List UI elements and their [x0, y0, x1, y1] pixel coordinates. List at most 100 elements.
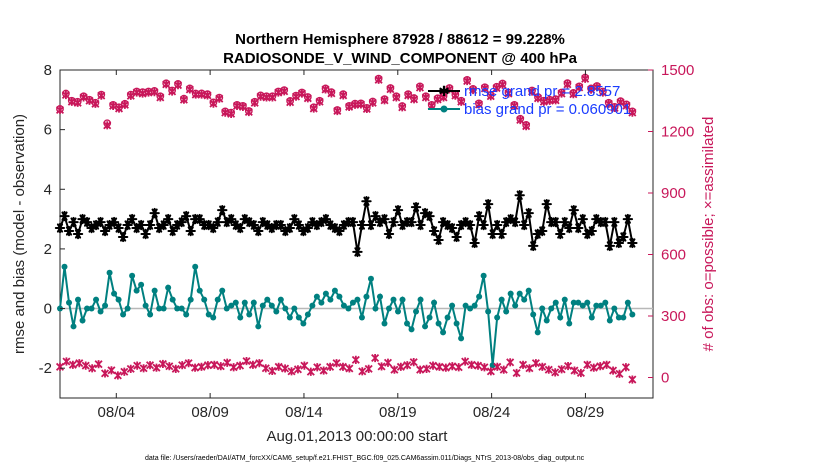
- obs count low-point: [428, 361, 438, 370]
- bias-point: [156, 305, 163, 312]
- obs count low-point: [152, 363, 161, 372]
- x-tick-label: 08/29: [567, 404, 605, 421]
- bias-point: [358, 314, 365, 321]
- obs assimilated-point: [486, 92, 495, 101]
- rmse-point: [99, 225, 111, 237]
- rmse-point: [194, 213, 205, 225]
- obs assimilated-point: [333, 106, 342, 116]
- bias-point: [597, 302, 604, 309]
- rmse-point: [618, 231, 629, 243]
- obs assimilated-point: [97, 91, 106, 100]
- obs assimilated-point: [79, 93, 88, 102]
- obs assimilated-point: [557, 89, 566, 98]
- bias-point: [498, 296, 505, 303]
- obs count low-point: [589, 363, 598, 372]
- rmse-point: [144, 219, 156, 231]
- bias-point: [467, 305, 474, 312]
- bias-point: [93, 296, 100, 303]
- rmse-point: [185, 225, 196, 237]
- rmse-point: [176, 216, 187, 228]
- bias-point: [372, 305, 379, 312]
- bias-point: [219, 287, 226, 294]
- bias-point: [97, 308, 104, 315]
- obs assimilated-point: [156, 93, 165, 102]
- rmse-point: [104, 219, 115, 231]
- rmse-point: [523, 207, 534, 219]
- y-tick-label: 0: [44, 301, 52, 318]
- obs assimilated-point: [55, 105, 65, 115]
- obs assimilated-point: [85, 96, 94, 105]
- rmse-point: [582, 228, 593, 240]
- rmse-point: [311, 219, 323, 231]
- bias-point: [507, 290, 514, 297]
- rmse-point: [77, 213, 88, 225]
- obs assimilated-point: [616, 98, 625, 107]
- bias-point: [327, 296, 334, 303]
- obs count low-point: [628, 375, 637, 384]
- bias-point: [363, 293, 370, 300]
- rmse-point: [158, 219, 169, 231]
- obs assimilated-point: [291, 92, 301, 101]
- obs assimilated-point: [303, 94, 312, 103]
- bias-point: [408, 326, 415, 333]
- bias-point: [340, 302, 347, 309]
- y-axis-label: rmse and bias (model - observation): [11, 114, 28, 354]
- rmse-point: [473, 210, 485, 222]
- y-right-tick-label: 300: [661, 308, 686, 325]
- bias-point: [525, 287, 532, 294]
- bias-point: [138, 281, 145, 288]
- rmse-point: [108, 216, 120, 228]
- x-axis-label: Aug.01,2013 00:00:00 start: [267, 428, 449, 445]
- series-obs-assimilated: [55, 74, 637, 131]
- rmse-point: [149, 207, 160, 219]
- obs assimilated-point: [280, 87, 289, 96]
- obs count low-point: [435, 362, 444, 371]
- x-tick-label: 08/24: [473, 404, 511, 421]
- obs assimilated-point: [498, 80, 507, 89]
- obs assimilated-point: [203, 91, 212, 100]
- obs assimilated-point: [610, 103, 619, 113]
- obs count low-point: [313, 363, 322, 372]
- obs count low-point: [94, 360, 103, 369]
- rmse-point: [221, 216, 232, 228]
- rmse-point: [352, 246, 363, 258]
- rmse-point: [577, 213, 588, 225]
- rmse-point: [90, 219, 102, 231]
- obs assimilated-point: [274, 88, 283, 97]
- obs count low-point: [216, 362, 225, 371]
- bias-point: [183, 311, 190, 318]
- rmse-point: [302, 222, 314, 234]
- rmse-point: [334, 225, 345, 237]
- rmse-point: [257, 216, 269, 228]
- rmse-point: [135, 219, 147, 231]
- rmse-point: [289, 213, 300, 225]
- obs count low-point: [615, 369, 624, 378]
- obs count low-point: [448, 362, 457, 371]
- bias-point: [70, 323, 77, 330]
- obs assimilated-point: [516, 115, 525, 125]
- obs count low-point: [383, 358, 393, 367]
- rmse-point: [63, 225, 75, 237]
- rmse-point: [167, 225, 178, 237]
- obs assimilated-point: [126, 91, 135, 100]
- bias-point: [624, 299, 631, 306]
- bias-point: [431, 299, 438, 306]
- rmse-point: [469, 237, 480, 249]
- obs assimilated-point: [368, 98, 377, 107]
- bias-point: [241, 299, 248, 306]
- bias-point: [440, 329, 447, 336]
- rmse-point: [266, 222, 278, 234]
- obs count low-point: [120, 367, 129, 376]
- bias-point: [395, 308, 402, 315]
- bias-point: [530, 311, 537, 318]
- obs assimilated-point: [362, 104, 371, 114]
- bias-point: [570, 299, 577, 306]
- bias-point: [196, 287, 203, 294]
- bias-point: [88, 305, 95, 312]
- rmse-point: [491, 219, 503, 231]
- obs assimilated-point: [380, 96, 389, 105]
- rmse-point: [54, 222, 66, 234]
- obs count low-point: [499, 365, 508, 374]
- rmse-point: [568, 204, 579, 216]
- obs assimilated-point: [563, 80, 572, 89]
